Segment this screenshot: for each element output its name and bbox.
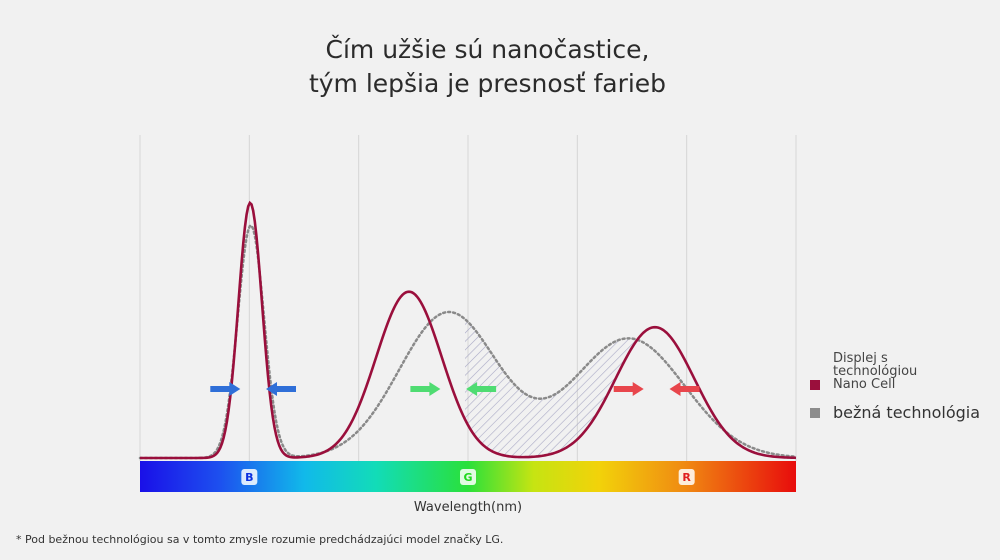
arrow-left-icon bbox=[669, 382, 700, 396]
band-label-g: G bbox=[460, 469, 476, 485]
legend-label-legacy: bežná technológia bbox=[833, 403, 981, 422]
legend-item-nano-cell: Displej s technológiou Nano Cell bbox=[810, 352, 980, 391]
svg-text:R: R bbox=[682, 471, 691, 484]
legacy-swatch bbox=[810, 408, 820, 418]
arrow-right-icon bbox=[210, 382, 241, 396]
chart-title-line-1: Čím užšie sú nanočastice, bbox=[325, 35, 650, 64]
nano-cell-swatch bbox=[810, 380, 820, 390]
arrows-group bbox=[210, 382, 700, 396]
legend-label-nano-cell: Displej s technológiou Nano Cell bbox=[833, 351, 918, 392]
legend: Displej s technológiou Nano Cell bežná t… bbox=[810, 352, 980, 423]
footnote: * Pod bežnou technológiou sa v tomto zmy… bbox=[16, 533, 504, 546]
arrow-right-icon bbox=[613, 382, 644, 396]
svg-text:G: G bbox=[463, 471, 472, 484]
svg-text:B: B bbox=[245, 471, 253, 484]
legend-item-legacy: bežná technológia bbox=[810, 403, 980, 423]
x-axis-label: Wavelength(nm) bbox=[413, 500, 523, 515]
chart-title-line-2: tým lepšia je presnosť farieb bbox=[308, 69, 667, 98]
band-label-r: R bbox=[678, 469, 695, 485]
nano-cell-curve bbox=[140, 200, 797, 460]
arrow-left-icon bbox=[266, 382, 296, 396]
difference-hatch-area bbox=[465, 319, 636, 458]
arrow-right-icon bbox=[410, 382, 441, 396]
chart-title: Čím užšie sú nanočastice, tým lepšia je … bbox=[0, 33, 975, 101]
band-label-b: B bbox=[241, 469, 258, 485]
arrow-left-icon bbox=[466, 382, 497, 396]
